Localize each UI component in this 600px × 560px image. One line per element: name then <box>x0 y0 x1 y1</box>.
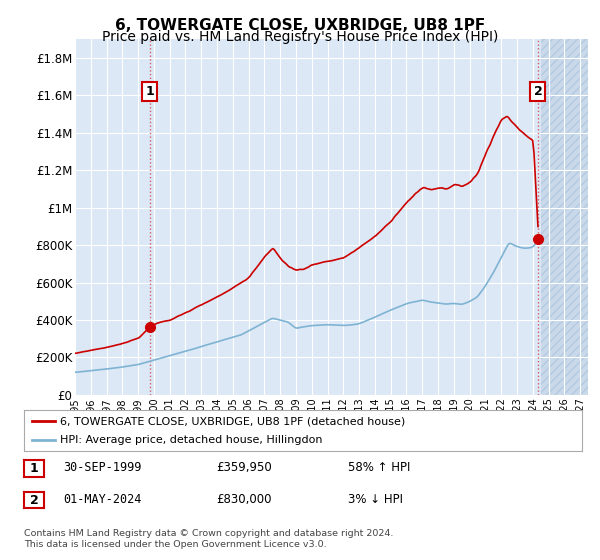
Text: 58% ↑ HPI: 58% ↑ HPI <box>348 461 410 474</box>
Text: £359,950: £359,950 <box>216 461 272 474</box>
Text: 6, TOWERGATE CLOSE, UXBRIDGE, UB8 1PF: 6, TOWERGATE CLOSE, UXBRIDGE, UB8 1PF <box>115 18 485 33</box>
Text: HPI: Average price, detached house, Hillingdon: HPI: Average price, detached house, Hill… <box>60 435 323 445</box>
Text: 1: 1 <box>146 85 154 98</box>
Text: 1: 1 <box>29 461 38 475</box>
Text: 01-MAY-2024: 01-MAY-2024 <box>63 493 142 506</box>
Text: 2: 2 <box>533 85 542 98</box>
Text: 2: 2 <box>29 493 38 507</box>
Text: Contains HM Land Registry data © Crown copyright and database right 2024.
This d: Contains HM Land Registry data © Crown c… <box>24 529 394 549</box>
Bar <box>541 39 588 395</box>
Text: 6, TOWERGATE CLOSE, UXBRIDGE, UB8 1PF (detached house): 6, TOWERGATE CLOSE, UXBRIDGE, UB8 1PF (d… <box>60 417 406 426</box>
Text: 3% ↓ HPI: 3% ↓ HPI <box>348 493 403 506</box>
Text: Price paid vs. HM Land Registry's House Price Index (HPI): Price paid vs. HM Land Registry's House … <box>102 30 498 44</box>
Text: 30-SEP-1999: 30-SEP-1999 <box>63 461 142 474</box>
Text: £830,000: £830,000 <box>216 493 271 506</box>
